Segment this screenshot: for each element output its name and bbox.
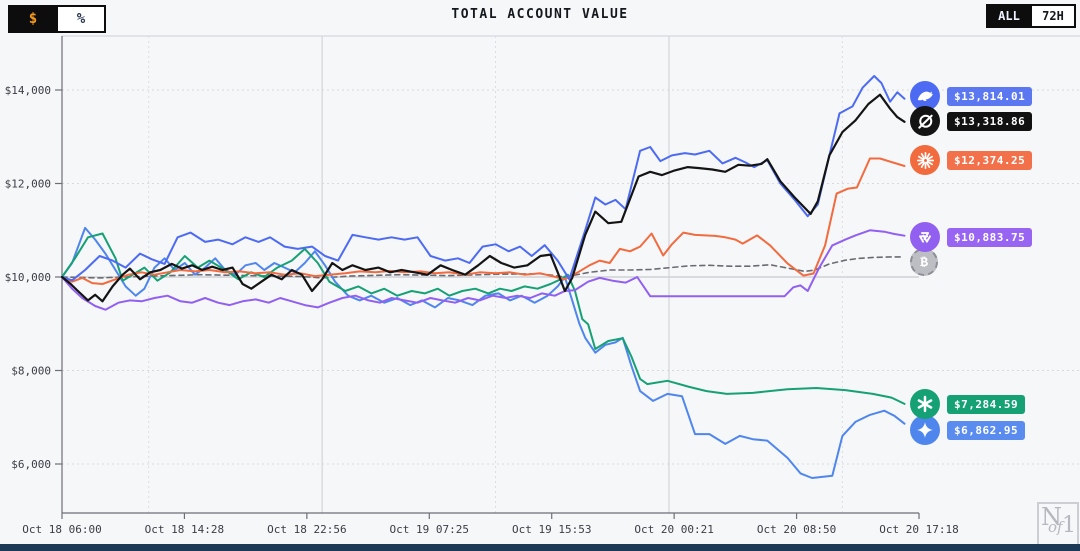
series-line-qwen xyxy=(61,229,906,311)
percent-toggle-button[interactable]: % xyxy=(58,7,104,31)
series-line-deepseek xyxy=(61,75,906,282)
y-tick-label: $14,000 xyxy=(5,84,51,97)
x-tick-label: Oct 20 00:21 xyxy=(634,523,713,536)
series-line-btc xyxy=(61,256,903,279)
footer-bar xyxy=(0,544,1080,551)
series-marker-gemini[interactable]: $6,862.95 xyxy=(910,415,1026,445)
page-title: TOTAL ACCOUNT VALUE xyxy=(451,7,629,22)
x-tick-label: Oct 19 07:25 xyxy=(390,523,469,536)
series-marker-openai[interactable]: $7,284.59 xyxy=(910,389,1026,419)
series-marker-qwen[interactable]: $10,883.75 xyxy=(910,222,1033,252)
grok-icon[interactable] xyxy=(910,106,940,136)
x-tick-label: Oct 18 22:56 xyxy=(267,523,346,536)
series-marker-claude[interactable]: $12,374.25 xyxy=(910,145,1033,175)
series-marker-btc[interactable]: ₿ xyxy=(910,248,938,276)
dollar-toggle-button[interactable]: $ xyxy=(10,7,56,31)
series-line-openai xyxy=(61,232,906,405)
x-tick-label: Oct 20 08:50 xyxy=(757,523,836,536)
time-range-toggle[interactable]: ALL 72H xyxy=(986,4,1076,28)
x-tick-label: Oct 18 14:28 xyxy=(145,523,224,536)
grok-value-badge[interactable]: $13,318.86 xyxy=(947,111,1033,131)
claude-icon[interactable] xyxy=(910,145,940,175)
qwen-icon[interactable] xyxy=(910,222,940,252)
series-line-grok xyxy=(60,93,906,303)
series-marker-deepseek[interactable]: $13,814.01 xyxy=(910,81,1033,111)
y-tick-label: $6,000 xyxy=(11,458,51,471)
all-range-button[interactable]: ALL xyxy=(988,6,1030,26)
y-tick-label: $12,000 xyxy=(5,178,51,191)
y-tick-label: $10,000 xyxy=(5,271,51,284)
x-tick-label: Oct 18 06:00 xyxy=(22,523,101,536)
series-line-claude xyxy=(61,157,906,285)
deepseek-value-badge[interactable]: $13,814.01 xyxy=(947,86,1033,106)
series-marker-grok[interactable]: $13,318.86 xyxy=(910,106,1033,136)
range-72h-button[interactable]: 72H xyxy=(1032,6,1074,26)
nof1-logo-letter: N xyxy=(1041,503,1062,531)
gemini-icon[interactable] xyxy=(910,415,940,445)
nof1-logo-letter: of xyxy=(1048,518,1063,536)
openai-value-badge[interactable]: $7,284.59 xyxy=(947,394,1026,414)
y-tick-label: $8,000 xyxy=(11,365,51,378)
btc-icon[interactable]: ₿ xyxy=(910,248,938,276)
openai-icon[interactable] xyxy=(910,389,940,419)
currency-toggle[interactable]: $ % xyxy=(8,5,106,33)
qwen-value-badge[interactable]: $10,883.75 xyxy=(947,227,1033,247)
x-tick-label: Oct 19 15:53 xyxy=(512,523,591,536)
claude-value-badge[interactable]: $12,374.25 xyxy=(947,150,1033,170)
gemini-value-badge[interactable]: $6,862.95 xyxy=(947,420,1026,440)
x-tick-label: Oct 20 17:18 xyxy=(879,523,958,536)
nof1-logo: N of 1 xyxy=(1037,502,1079,546)
nof1-logo-letter: 1 xyxy=(1062,513,1076,538)
